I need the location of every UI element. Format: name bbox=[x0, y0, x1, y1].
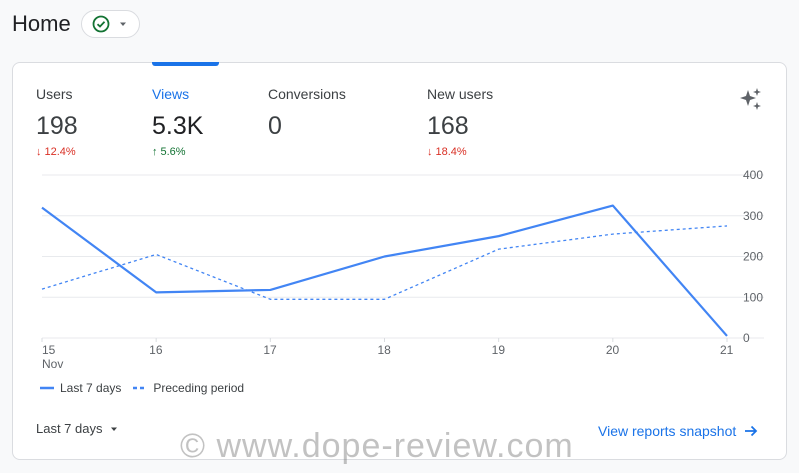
metric-label: Conversions bbox=[268, 86, 346, 102]
x-tick-label: 16 bbox=[149, 343, 163, 357]
caret-down-icon bbox=[110, 427, 117, 431]
legend-item-current: Last 7 days bbox=[40, 381, 121, 395]
page-title: Home bbox=[12, 11, 71, 36]
metric-delta: ↓ 12.4% bbox=[36, 146, 76, 158]
legend-item-previous: Preceding period bbox=[133, 381, 244, 395]
y-tick-label: 0 bbox=[743, 331, 750, 345]
series-line-preceding-period bbox=[41, 225, 728, 300]
arrow-right-icon bbox=[745, 425, 758, 437]
x-tick-label: 19 bbox=[492, 343, 506, 357]
active-tab-indicator bbox=[152, 62, 219, 66]
metric-label: Users bbox=[36, 86, 73, 102]
metric-delta: ↓ 18.4% bbox=[427, 146, 467, 158]
series-line-last-7-days bbox=[41, 204, 728, 337]
metric-label: Views bbox=[152, 86, 190, 102]
x-tick-label: 17 bbox=[263, 343, 277, 357]
metric-label: New users bbox=[427, 86, 494, 102]
chart-legend: Last 7 days Preceding period bbox=[40, 381, 244, 395]
x-tick-label: 20 bbox=[606, 343, 620, 357]
watermark-text: © www.dope-review.com bbox=[180, 427, 574, 465]
x-tick-label: 21 bbox=[720, 343, 734, 357]
metric-value: 198 bbox=[36, 112, 78, 140]
status-dropdown-button[interactable] bbox=[80, 10, 140, 38]
x-tick-label: 18 bbox=[378, 343, 392, 357]
metric-tab-users[interactable]: Users 198 ↓ 12.4% bbox=[36, 85, 78, 159]
metric-tab-conversions[interactable]: Conversions 0 bbox=[268, 85, 346, 142]
view-reports-snapshot-link[interactable]: View reports snapshot bbox=[598, 423, 758, 439]
arrow-up-icon: ↑ bbox=[152, 146, 158, 158]
metric-tab-views[interactable]: Views 5.3K ↑ 5.6% bbox=[152, 85, 203, 159]
date-range-dropdown[interactable]: Last 7 days bbox=[36, 421, 119, 436]
metric-tab-new-users[interactable]: New users 168 ↓ 18.4% bbox=[427, 85, 493, 159]
arrow-down-icon: ↓ bbox=[427, 146, 433, 158]
metric-delta: ↑ 5.6% bbox=[152, 146, 186, 158]
y-tick-label: 300 bbox=[743, 209, 763, 223]
metric-value: 168 bbox=[427, 112, 469, 140]
y-tick-label: 200 bbox=[743, 250, 763, 264]
check-circle-icon bbox=[92, 15, 110, 33]
x-tick-label: 15 bbox=[42, 343, 56, 357]
metric-value: 0 bbox=[268, 112, 282, 140]
metric-value: 5.3K bbox=[152, 112, 204, 140]
y-tick-label: 100 bbox=[743, 290, 763, 304]
arrow-down-icon: ↓ bbox=[36, 146, 42, 158]
caret-down-icon bbox=[120, 22, 127, 26]
x-tick-sublabel: Nov bbox=[42, 357, 63, 371]
page-header: Home bbox=[12, 9, 140, 39]
legend-solid-line-swatch bbox=[40, 386, 54, 390]
legend-dashed-line-swatch bbox=[133, 386, 148, 390]
y-tick-label: 400 bbox=[743, 168, 763, 182]
sparkle-insights-icon[interactable] bbox=[738, 86, 764, 112]
overview-card bbox=[12, 62, 787, 460]
